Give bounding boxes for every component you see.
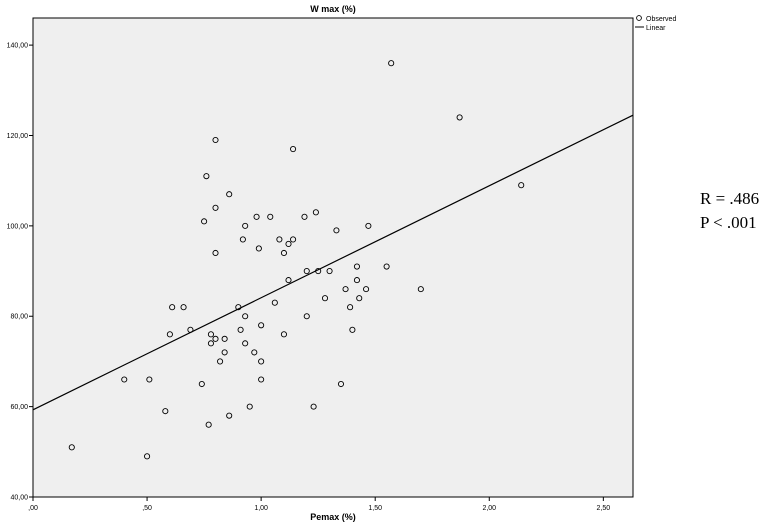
data-point bbox=[258, 322, 265, 329]
data-point bbox=[255, 245, 262, 252]
data-point bbox=[217, 358, 224, 365]
data-point bbox=[212, 249, 219, 257]
data-point bbox=[242, 222, 249, 229]
y-tick-label: 120,00 bbox=[7, 133, 29, 140]
data-point bbox=[303, 313, 310, 320]
data-point bbox=[310, 403, 317, 410]
data-point bbox=[280, 331, 288, 338]
data-point bbox=[267, 213, 274, 220]
y-tick-label: 60,00 bbox=[10, 404, 28, 411]
data-point bbox=[207, 340, 214, 347]
data-point bbox=[180, 304, 187, 311]
correlation-p-text: P < .001 bbox=[700, 213, 757, 232]
data-point bbox=[342, 286, 349, 293]
data-point bbox=[205, 421, 212, 428]
data-point bbox=[456, 114, 463, 121]
data-point bbox=[347, 304, 354, 311]
x-axis: ,00 ,50 1,00 1,50 2,00 2,50 bbox=[28, 497, 610, 512]
data-point bbox=[258, 358, 265, 365]
y-tick-label: 100,00 bbox=[7, 223, 29, 230]
y-tick-label: 40,00 bbox=[10, 495, 28, 502]
x-tick-label: ,00 bbox=[28, 505, 38, 512]
data-point bbox=[203, 173, 210, 180]
data-point bbox=[285, 277, 292, 284]
x-axis-label: Pemax (%) bbox=[310, 512, 356, 522]
data-point bbox=[276, 236, 283, 243]
data-point bbox=[226, 412, 233, 419]
data-point bbox=[68, 444, 75, 451]
data-point bbox=[356, 295, 363, 302]
data-point bbox=[258, 376, 265, 383]
data-point bbox=[146, 376, 153, 383]
y-tick-label: 140,00 bbox=[7, 43, 29, 50]
data-point bbox=[246, 403, 253, 410]
data-point bbox=[333, 227, 340, 234]
chart-title: W max (%) bbox=[310, 4, 356, 14]
x-tick-label: 1,00 bbox=[254, 505, 268, 512]
data-point bbox=[169, 304, 176, 311]
data-point bbox=[121, 376, 128, 383]
data-point bbox=[221, 335, 228, 342]
data-point bbox=[251, 349, 258, 356]
data-point bbox=[365, 222, 372, 229]
data-point bbox=[242, 340, 249, 347]
data-point bbox=[253, 213, 260, 220]
data-point bbox=[301, 213, 308, 220]
data-point bbox=[326, 268, 333, 275]
legend-observed-label: Observed bbox=[646, 16, 676, 23]
data-point bbox=[280, 249, 288, 257]
data-point bbox=[290, 145, 297, 153]
legend-linear-label: Linear bbox=[646, 25, 666, 32]
data-point bbox=[207, 331, 214, 338]
plot-area bbox=[33, 18, 633, 497]
data-point bbox=[518, 182, 525, 189]
data-point bbox=[312, 209, 319, 216]
data-point bbox=[212, 204, 219, 211]
data-point bbox=[290, 236, 297, 243]
data-point bbox=[383, 263, 390, 270]
y-axis: 40,00 60,00 80,00 100,00 120,00 140,00 bbox=[7, 43, 33, 502]
data-point bbox=[271, 299, 278, 306]
data-point bbox=[212, 335, 219, 342]
x-tick-label: ,50 bbox=[142, 505, 152, 512]
data-point bbox=[285, 240, 292, 247]
data-point bbox=[353, 263, 361, 270]
correlation-r-text: R = .486 bbox=[700, 189, 760, 208]
data-point bbox=[349, 326, 356, 333]
data-point bbox=[198, 380, 205, 388]
data-point bbox=[388, 60, 395, 67]
data-point bbox=[239, 236, 246, 243]
x-tick-label: 2,50 bbox=[597, 505, 611, 512]
plot-frame bbox=[32, 17, 634, 498]
x-tick-label: 2,00 bbox=[482, 505, 496, 512]
y-tick-label: 80,00 bbox=[10, 314, 28, 321]
data-point bbox=[353, 277, 361, 284]
data-point bbox=[337, 380, 345, 388]
data-point bbox=[242, 313, 249, 320]
data-point bbox=[417, 286, 424, 293]
data-point bbox=[303, 268, 310, 275]
data-point bbox=[212, 136, 219, 144]
data-point bbox=[226, 191, 233, 198]
data-point bbox=[144, 453, 151, 460]
data-point bbox=[321, 295, 329, 302]
data-point bbox=[237, 326, 244, 333]
legend-observed-marker bbox=[636, 15, 642, 21]
legend: Observed Linear bbox=[635, 15, 676, 32]
data-point bbox=[166, 331, 173, 338]
x-tick-label: 1,50 bbox=[368, 505, 382, 512]
linear-fit-line bbox=[32, 114, 634, 411]
data-point bbox=[201, 218, 208, 225]
data-point bbox=[221, 349, 228, 356]
data-point bbox=[162, 408, 169, 415]
data-point bbox=[363, 286, 370, 293]
